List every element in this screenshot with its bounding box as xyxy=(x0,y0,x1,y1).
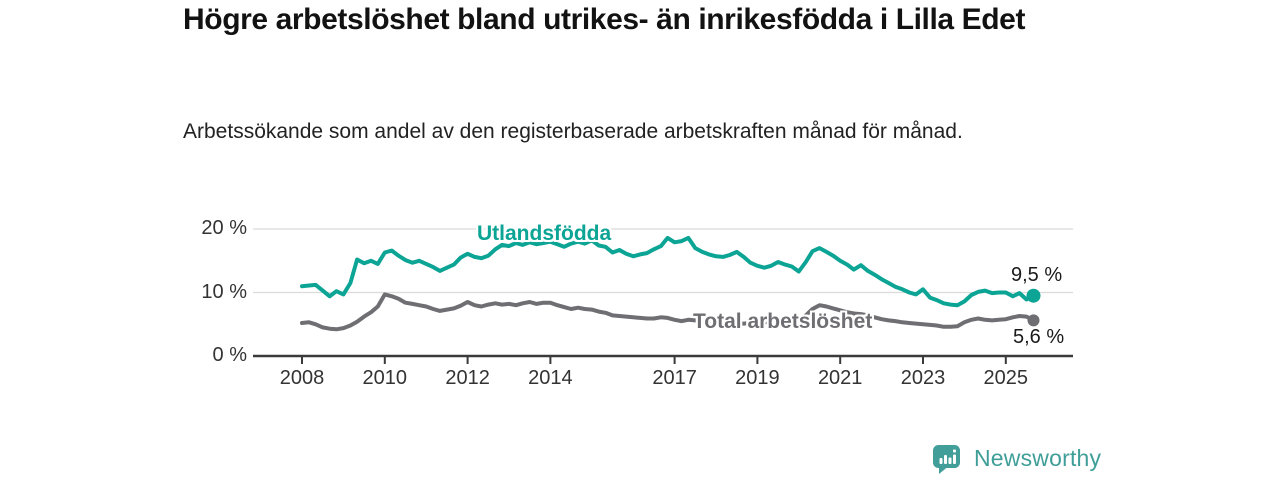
y-axis-tick-0: 0 % xyxy=(212,344,247,366)
x-axis-tick-2023: 2023 xyxy=(900,367,946,389)
x-axis-tick-2021: 2021 xyxy=(817,367,863,389)
y-axis-tick-10: 10 % xyxy=(201,280,247,303)
chart-end-markers xyxy=(1026,288,1041,327)
x-axis-tick-2025: 2025 xyxy=(983,367,1029,389)
end-value-label-total: 5,6 % xyxy=(1013,326,1065,348)
chart-series-lines xyxy=(300,235,1036,332)
newsworthy-logo-icon xyxy=(933,445,960,474)
chart-subtitle: Arbetssökande som andel av den registerb… xyxy=(183,120,963,143)
x-axis-tick-2012: 2012 xyxy=(445,367,490,389)
x-axis-tick-2008: 2008 xyxy=(279,367,325,389)
x-axis-tick-2014: 2014 xyxy=(528,367,573,389)
x-axis-line xyxy=(253,354,1073,364)
page-title: Högre arbetslöshet bland utrikes- än inr… xyxy=(183,3,1026,36)
gridlines xyxy=(253,228,1073,294)
x-axis-tick-2010: 2010 xyxy=(362,367,408,389)
series-label-total-arbetsloshet: Total arbetslöshet xyxy=(693,310,873,333)
y-axis-tick-20: 20 % xyxy=(201,217,247,239)
newsworthy-logo-text: Newsworthy xyxy=(974,445,1102,471)
x-axis-tick-2019: 2019 xyxy=(735,367,780,389)
newsworthy-logo[interactable]: Newsworthy xyxy=(932,444,1101,478)
x-axis-tick-2017: 2017 xyxy=(652,367,697,389)
end-value-label-utlandsfodda: 9,5 % xyxy=(1011,264,1063,286)
series-label-utlandsfodda: Utlandsfödda xyxy=(477,222,612,245)
line-chart xyxy=(253,228,1073,364)
